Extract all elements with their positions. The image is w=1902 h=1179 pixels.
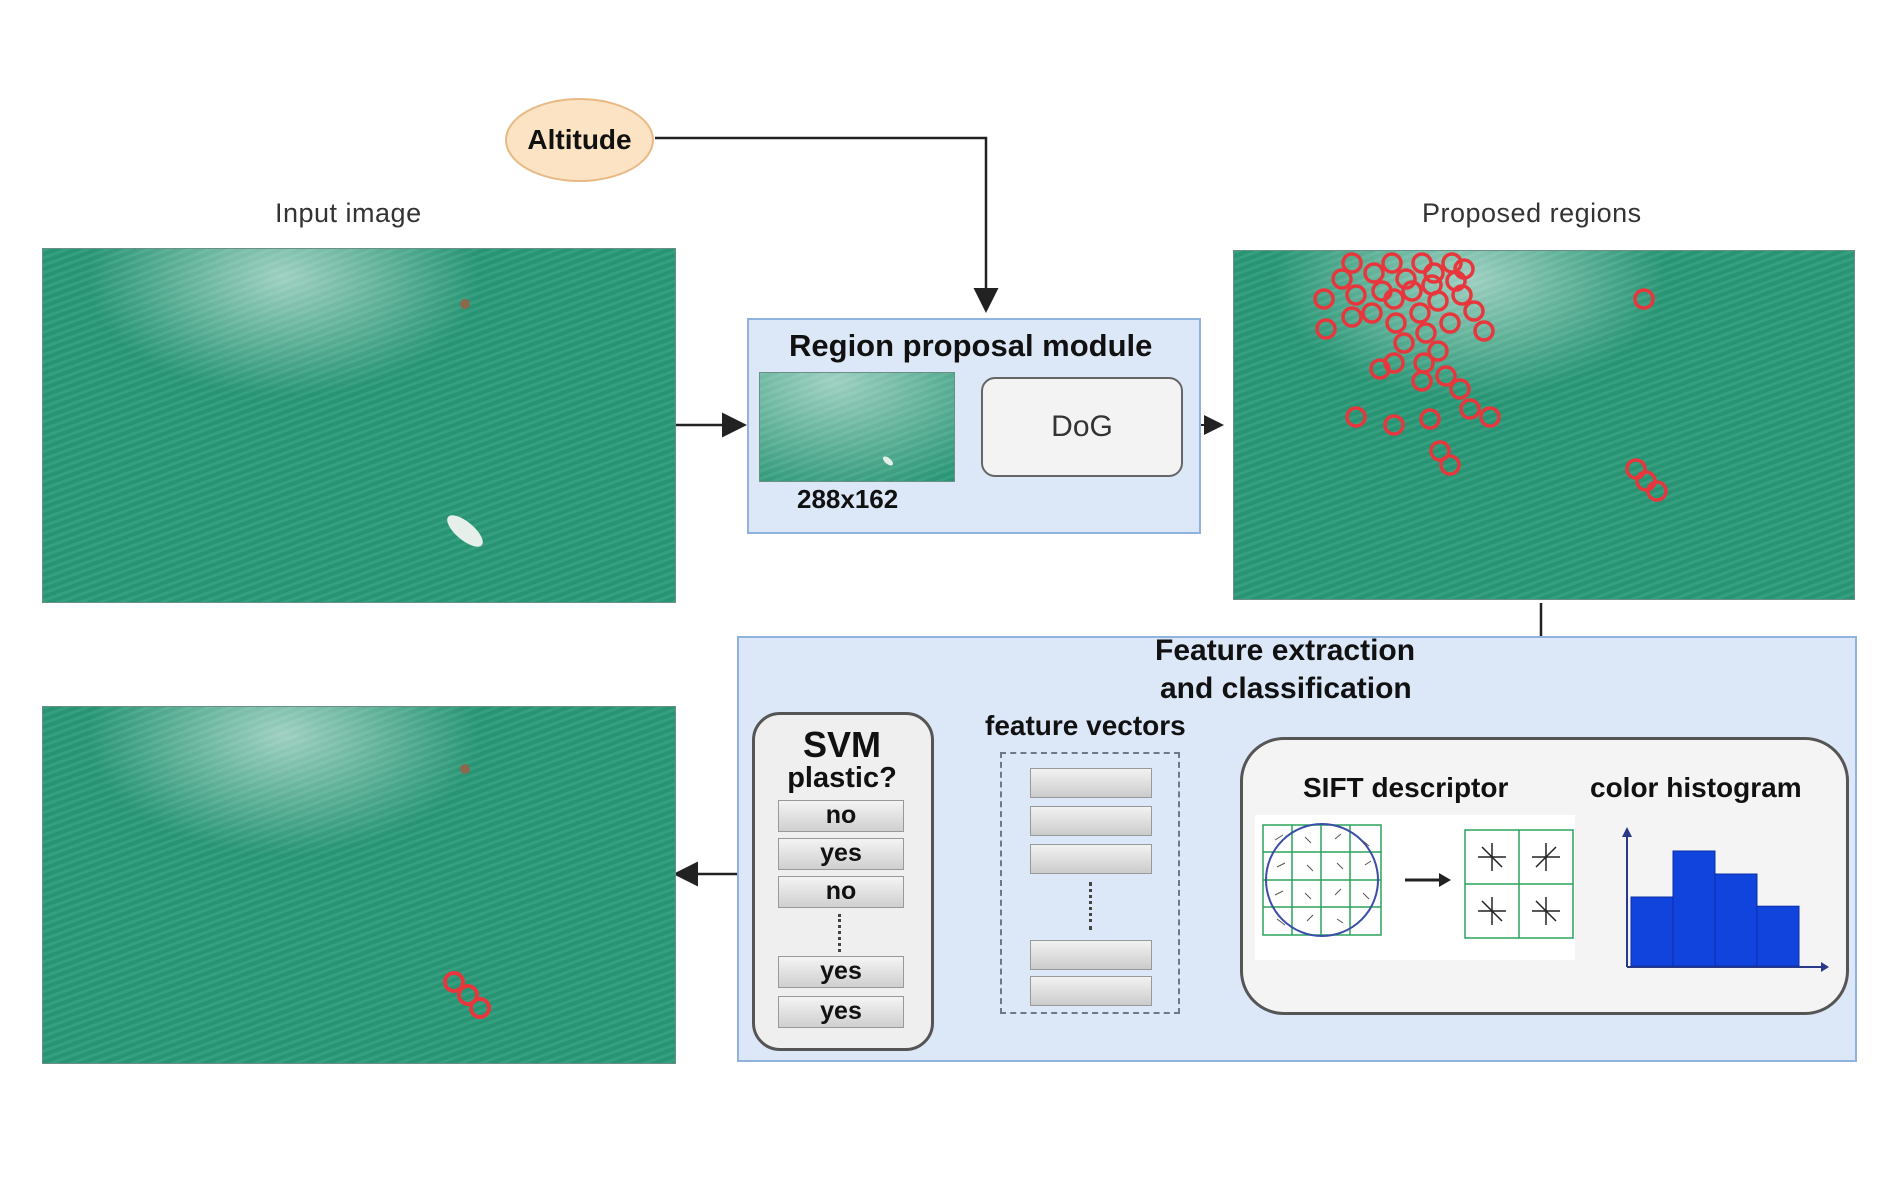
boat-object (447, 515, 483, 547)
feature-vector-5 (1030, 976, 1152, 1006)
module-size-label: 288x162 (797, 484, 899, 514)
proposed-regions-caption: Proposed regions (1422, 198, 1642, 228)
feature-panel-title-line2: and classification (1160, 672, 1412, 705)
proposed-regions-image (1233, 250, 1855, 600)
region-circle (1451, 284, 1473, 306)
feature-vector-3 (1030, 844, 1152, 874)
region-circle (1419, 408, 1441, 430)
region-circle (1449, 378, 1471, 400)
region-circle (1383, 288, 1405, 310)
color-histogram-label: color histogram (1590, 772, 1802, 803)
region-circle (1381, 252, 1403, 274)
altitude-arrow (655, 136, 999, 313)
region-circle (1633, 288, 1655, 310)
input-image-objects (447, 299, 483, 547)
region-circle (1341, 306, 1363, 328)
detected-region (443, 971, 465, 993)
region-circle (1473, 320, 1495, 342)
detected-region (457, 984, 479, 1006)
svm-answer-2: yes (778, 838, 904, 870)
region-circle (1345, 284, 1367, 306)
region-circle (1361, 302, 1383, 324)
input-image (42, 248, 676, 603)
histogram-bar (1672, 850, 1716, 967)
color-histogram-chart (1615, 825, 1835, 975)
input-image-caption: Input image (275, 198, 422, 228)
region-circle (1331, 268, 1353, 290)
region-circle (1435, 365, 1457, 387)
region-circle (1409, 302, 1431, 324)
svm-title: SVM (802, 724, 881, 765)
output-image (42, 706, 676, 1064)
feature-panel-title-line1: Feature extraction (1155, 634, 1416, 667)
region-circle (1646, 480, 1668, 502)
region-circle (1439, 454, 1461, 476)
region-circle (1479, 406, 1501, 428)
region-circle (1363, 262, 1385, 284)
histogram-bar (1756, 905, 1800, 967)
region-circle (1345, 406, 1367, 428)
sift-illustration (1255, 815, 1575, 960)
region-circle (1385, 312, 1407, 334)
region-circle (1459, 398, 1481, 420)
region-proposal-module: Region proposal module 288x162 DoG (747, 318, 1201, 534)
altitude-label: Altitude (527, 124, 632, 155)
region-circles (1313, 252, 1668, 502)
region-circle (1411, 370, 1433, 392)
dog-label: DoG (1051, 410, 1113, 443)
sift-label: SIFT descriptor (1303, 772, 1509, 803)
region-circle (1411, 252, 1433, 274)
feature-vectors-group (1000, 752, 1180, 1014)
svm-answer-1: no (778, 800, 904, 832)
region-circle (1427, 290, 1449, 312)
region-circle (1423, 262, 1445, 284)
feature-vector-1 (1030, 768, 1152, 798)
dog-box: DoG (981, 377, 1183, 477)
detected-region (469, 997, 491, 1019)
svm-question: plastic? (787, 762, 897, 794)
region-circle (1625, 458, 1647, 480)
output-image-objects (443, 764, 491, 1019)
region-circle (1395, 268, 1417, 290)
feature-vector-4 (1030, 940, 1152, 970)
module-thumbnail (759, 372, 955, 482)
region-circle (1313, 288, 1335, 310)
region-circle (1635, 470, 1657, 492)
region-circle (1439, 312, 1461, 334)
region-circle (1383, 414, 1405, 436)
region-module-title: Region proposal module (789, 328, 1153, 363)
region-circle (1415, 322, 1437, 344)
feature-vector-2 (1030, 806, 1152, 836)
region-circle (1393, 332, 1415, 354)
region-circle (1341, 252, 1363, 274)
region-circle (1369, 358, 1391, 380)
altitude-node: Altitude (505, 98, 654, 182)
region-circle (1401, 280, 1423, 302)
svm-answer-5: yes (778, 996, 904, 1028)
svm-answer-3: no (778, 876, 904, 908)
feature-vectors-label: feature vectors (985, 710, 1186, 741)
region-circle (1315, 318, 1337, 340)
histogram-bar (1630, 896, 1674, 967)
region-circle (1427, 340, 1449, 362)
histogram-bar (1714, 873, 1758, 967)
feature-vector-ellipsis (1089, 882, 1092, 930)
region-circle (1429, 440, 1451, 462)
buoy-object (460, 764, 470, 774)
buoy-object (460, 299, 470, 309)
svm-answer-ellipsis (838, 914, 841, 952)
svm-answer-4: yes (778, 956, 904, 988)
region-circle (1463, 300, 1485, 322)
